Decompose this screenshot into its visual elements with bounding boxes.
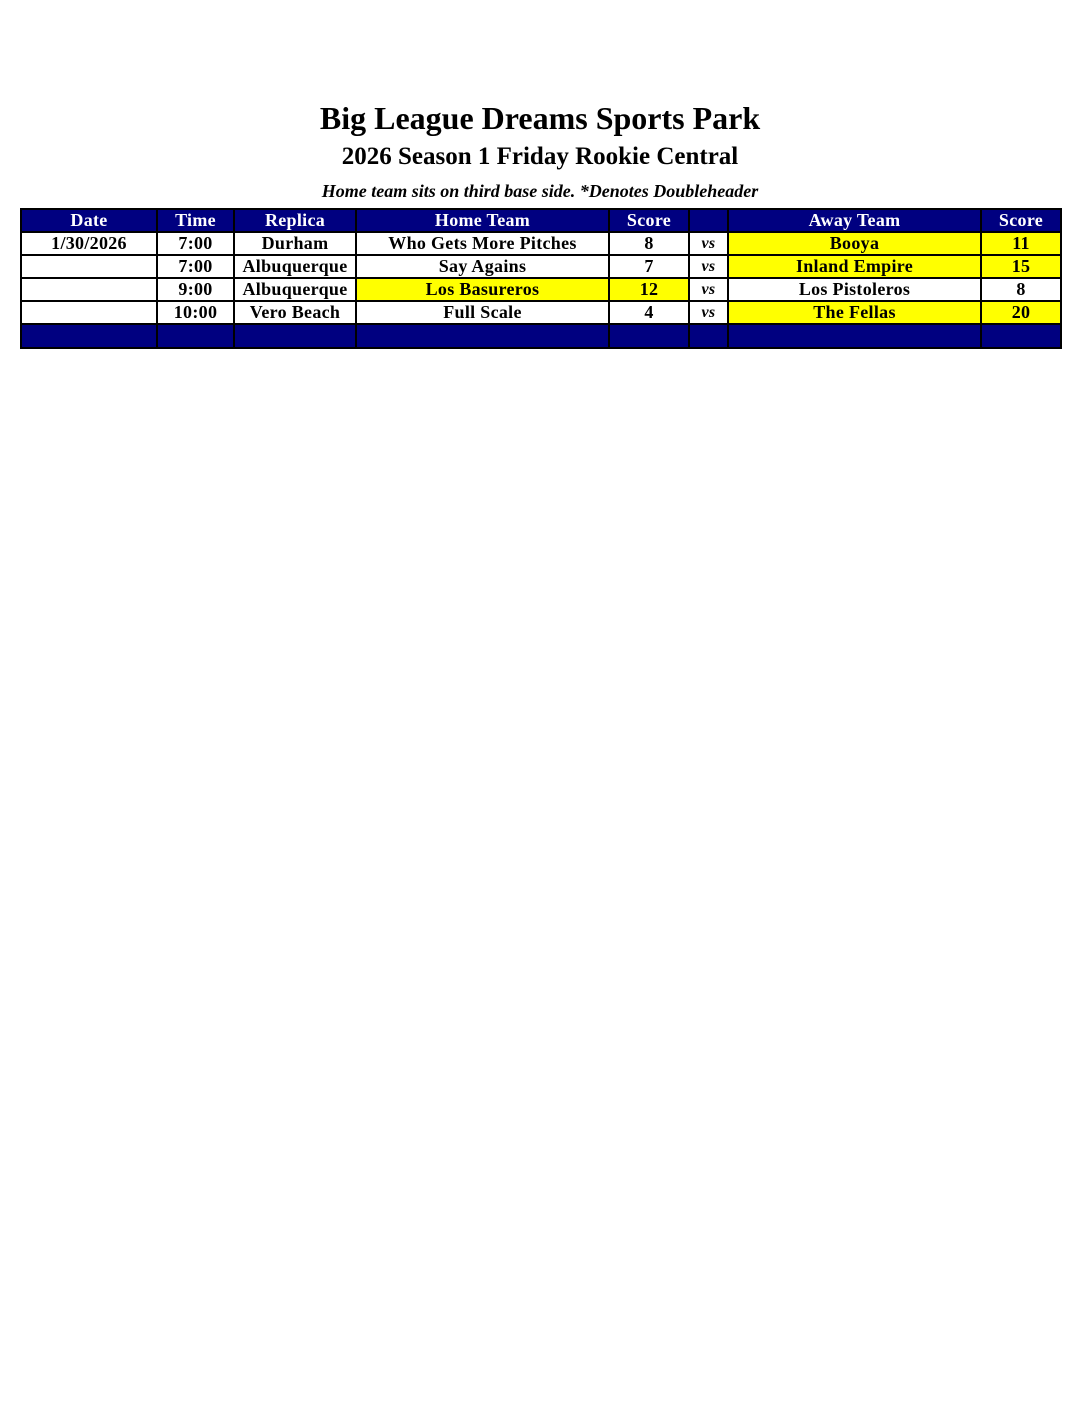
cell-home-score: 12 xyxy=(608,277,690,302)
cell-replica: Vero Beach xyxy=(233,300,357,325)
table-row: 7:00 Albuquerque Say Agains 7 vs Inland Empir… xyxy=(20,254,1062,279)
cell-home-score: 8 xyxy=(608,231,690,256)
cell-vs: vs xyxy=(688,231,729,256)
cell-date xyxy=(20,300,158,325)
cell-away-team: The Fellas xyxy=(727,300,982,325)
cell-home-team: Full Scale xyxy=(355,300,610,325)
cell-away-team: Los Pistoleros xyxy=(727,277,982,302)
table-row: 1/30/2026 7:00 Durham Who Gets More Pitches… xyxy=(20,231,1062,256)
footer-cell xyxy=(608,323,690,349)
cell-vs: vs xyxy=(688,254,729,279)
column-header-away-team: Away Team xyxy=(727,208,982,233)
page-subtitle: 2026 Season 1 Friday Rookie Central xyxy=(341,143,739,170)
column-header-date: Date xyxy=(20,208,158,233)
cell-date xyxy=(20,277,158,302)
column-header-home-team: Home Team xyxy=(355,208,610,233)
column-header-home-score: Score xyxy=(608,208,690,233)
cell-vs: vs xyxy=(688,300,729,325)
footer-cell xyxy=(233,323,357,349)
footer-cell xyxy=(688,323,729,349)
cell-away-score: 11 xyxy=(980,231,1062,256)
cell-time: 7:00 xyxy=(156,231,235,256)
schedule-table: Date Time Replica Home Team Score Away Team Sc… xyxy=(20,208,1062,349)
cell-home-score: 7 xyxy=(608,254,690,279)
footer-cell xyxy=(980,323,1062,349)
footer-cell xyxy=(20,323,158,349)
cell-home-team: Los Basureros xyxy=(355,277,610,302)
cell-away-score: 15 xyxy=(980,254,1062,279)
cell-replica: Albuquerque xyxy=(233,254,357,279)
cell-replica: Durham xyxy=(233,231,357,256)
table-header-row: Date Time Replica Home Team Score Away Team Sc… xyxy=(20,208,1062,233)
table-row: 10:00 Vero Beach Full Scale 4 vs The Fellas 20 xyxy=(20,300,1062,325)
cell-date xyxy=(20,254,158,279)
cell-away-score: 8 xyxy=(980,277,1062,302)
table-footer-row xyxy=(20,323,1062,349)
cell-date: 1/30/2026 xyxy=(20,231,158,256)
table-row: 9:00 Albuquerque Los Basureros 12 vs Los Pist… xyxy=(20,277,1062,302)
column-header-time: Time xyxy=(156,208,235,233)
cell-time: 7:00 xyxy=(156,254,235,279)
column-header-away-score: Score xyxy=(980,208,1062,233)
cell-home-team: Who Gets More Pitches xyxy=(355,231,610,256)
cell-away-score: 20 xyxy=(980,300,1062,325)
cell-time: 10:00 xyxy=(156,300,235,325)
cell-vs: vs xyxy=(688,277,729,302)
cell-replica: Albuquerque xyxy=(233,277,357,302)
footer-cell xyxy=(727,323,982,349)
cell-home-team: Say Agains xyxy=(355,254,610,279)
cell-time: 9:00 xyxy=(156,277,235,302)
column-header-replica: Replica xyxy=(233,208,357,233)
cell-home-score: 4 xyxy=(608,300,690,325)
cell-away-team: Inland Empire xyxy=(727,254,982,279)
footer-cell xyxy=(355,323,610,349)
footer-cell xyxy=(156,323,235,349)
page-title: Big League Dreams Sports Park xyxy=(319,100,761,136)
cell-away-team: Booya xyxy=(727,231,982,256)
schedule-note: Home team sits on third base side. *Deno… xyxy=(321,181,759,201)
column-header-vs xyxy=(688,208,729,233)
